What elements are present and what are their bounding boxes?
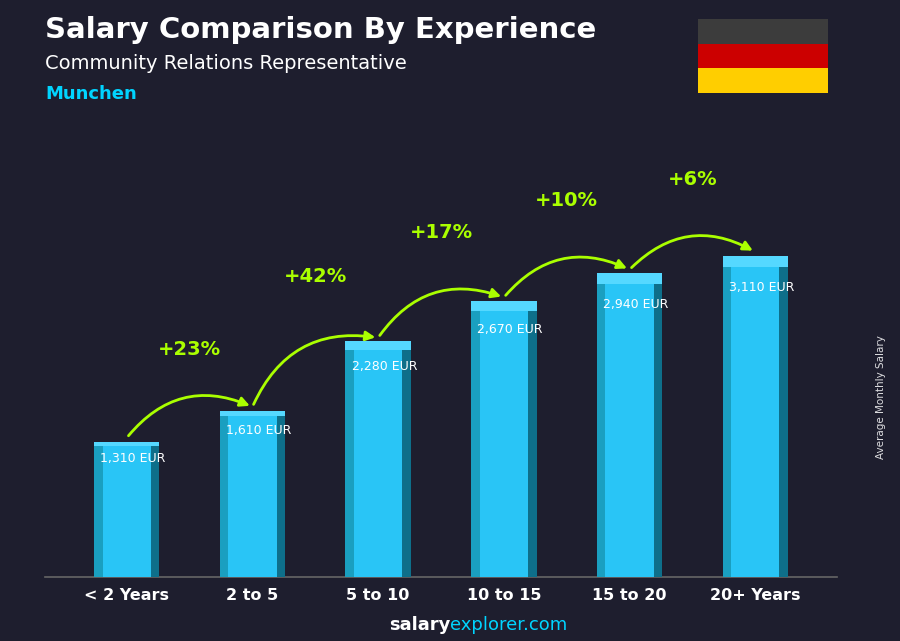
Bar (597, 273, 662, 577)
Text: Community Relations Representative: Community Relations Representative (45, 54, 407, 74)
Bar (528, 301, 536, 577)
Bar (723, 256, 731, 577)
Text: 1,310 EUR: 1,310 EUR (100, 453, 166, 465)
Bar (698, 44, 828, 69)
Bar (472, 301, 536, 577)
Bar (220, 411, 285, 577)
Bar (151, 442, 159, 577)
Bar (220, 411, 285, 417)
Text: 2,280 EUR: 2,280 EUR (352, 360, 418, 373)
Bar (346, 342, 410, 577)
Bar (779, 256, 788, 577)
Text: +10%: +10% (536, 191, 598, 210)
Bar (94, 442, 159, 577)
Text: Salary Comparison By Experience: Salary Comparison By Experience (45, 16, 596, 44)
Bar (698, 69, 828, 93)
Text: +42%: +42% (284, 267, 346, 286)
Bar (276, 411, 285, 577)
Bar (402, 342, 410, 577)
Bar (94, 442, 103, 577)
Bar (346, 342, 410, 350)
Text: 1,610 EUR: 1,610 EUR (226, 424, 292, 437)
Bar (94, 442, 159, 446)
Bar (346, 342, 354, 577)
Text: Average Monthly Salary: Average Monthly Salary (877, 335, 886, 460)
Bar (653, 273, 662, 577)
Text: salary: salary (389, 616, 450, 634)
Bar (472, 301, 536, 311)
Bar (472, 301, 480, 577)
Bar (723, 256, 788, 267)
Text: +17%: +17% (410, 222, 472, 242)
Text: 2,940 EUR: 2,940 EUR (603, 297, 669, 311)
Text: +6%: +6% (668, 170, 717, 189)
Text: explorer.com: explorer.com (450, 616, 567, 634)
Bar (220, 411, 229, 577)
Bar (597, 273, 662, 284)
Bar (597, 273, 606, 577)
Bar (698, 19, 828, 44)
Text: +23%: +23% (158, 340, 221, 358)
Text: 3,110 EUR: 3,110 EUR (729, 281, 795, 294)
Text: Munchen: Munchen (45, 85, 137, 103)
Bar (723, 256, 788, 577)
Text: 2,670 EUR: 2,670 EUR (477, 323, 543, 337)
